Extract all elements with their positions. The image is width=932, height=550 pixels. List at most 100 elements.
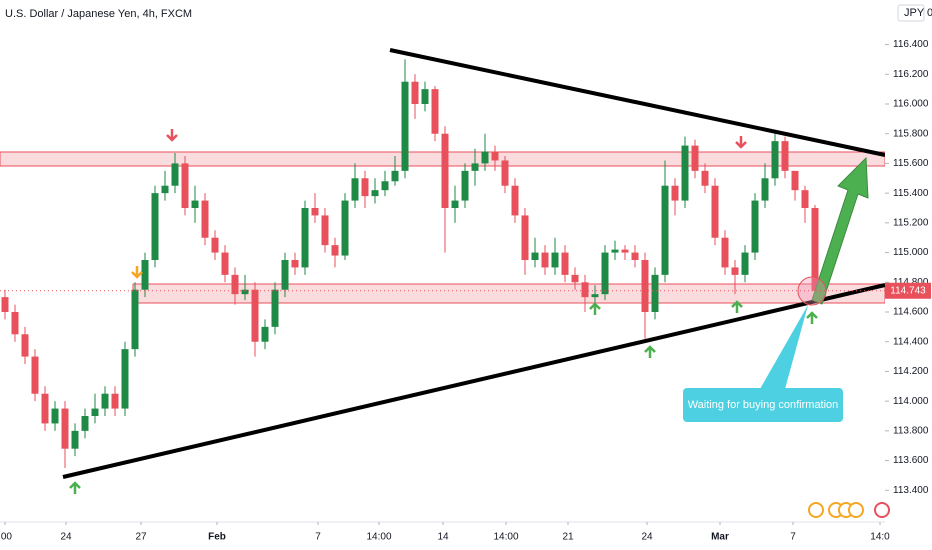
candle-body — [1, 297, 9, 312]
y-tick-label: 116.000 — [893, 99, 929, 110]
y-tick-label: 114.600 — [893, 307, 929, 318]
x-tick-label: 27 — [135, 532, 147, 543]
candle-body — [731, 267, 739, 275]
candle-body — [481, 151, 489, 164]
candle-body — [651, 274, 659, 312]
candle-body — [411, 81, 419, 104]
currency-box — [897, 4, 925, 22]
y-tick-label: 114.800 — [893, 277, 929, 288]
candle-body — [21, 334, 29, 357]
candle-body — [521, 215, 529, 260]
event-flag — [808, 502, 824, 518]
candle-body — [191, 200, 199, 208]
candle-body — [391, 170, 399, 182]
candle-body — [71, 430, 79, 449]
candle-body — [491, 151, 499, 161]
candle-body — [721, 237, 729, 268]
y-tick-label: 114.400 — [893, 336, 929, 347]
x-tick-label: 7 — [790, 532, 796, 543]
candle-body — [31, 356, 39, 394]
candle-body — [461, 170, 469, 201]
currency: JPY — [904, 7, 925, 19]
candle-body — [741, 252, 749, 275]
candle-body — [201, 200, 209, 238]
event-flag — [848, 502, 864, 518]
y-tick-label: 113.800 — [893, 425, 929, 436]
y-tick-label: 114.200 — [893, 366, 929, 377]
x-tick-label: 24 — [60, 532, 72, 543]
callout-pointer — [760, 305, 808, 389]
candle-body — [291, 260, 299, 268]
up-arrow — [589, 302, 601, 315]
candle-body — [751, 200, 759, 253]
candle-body — [541, 252, 549, 268]
y-tick-label: 115.600 — [893, 158, 929, 169]
candle-body — [181, 163, 189, 208]
event-flags — [808, 502, 890, 518]
candle-body — [701, 170, 709, 186]
event-flag — [874, 502, 890, 518]
candle-body — [331, 245, 339, 256]
candle-body — [431, 89, 439, 134]
candle-body — [781, 141, 789, 171]
callout-box — [683, 388, 843, 422]
candle-body — [301, 208, 309, 268]
candle-body — [761, 178, 769, 201]
candle-body — [511, 185, 519, 216]
x-tick-label: 14 — [437, 532, 449, 543]
candle-body — [241, 289, 249, 295]
candle-body — [571, 274, 579, 283]
signal-arrows — [69, 129, 818, 494]
candle-body — [591, 294, 599, 298]
x-tick-label: Feb — [208, 532, 226, 543]
candle-body — [261, 326, 269, 342]
candle-body — [161, 185, 169, 194]
candle-body — [531, 252, 539, 260]
down-arrow — [735, 136, 747, 149]
x-tick-label: 7 — [315, 532, 321, 543]
candle-body — [11, 312, 19, 335]
candle-body — [811, 208, 819, 291]
candle-body — [691, 145, 699, 171]
candle-body — [171, 163, 179, 186]
candle-body — [441, 133, 449, 208]
candle-body — [801, 190, 809, 208]
candle-body — [41, 393, 49, 424]
candle-body — [381, 181, 389, 191]
callout-text: Waiting for buying confirmation — [688, 399, 839, 411]
x-tick-label: 14:00 — [493, 532, 518, 543]
candle-body — [401, 81, 409, 171]
y-tick-label: 115.000 — [893, 247, 929, 258]
candle-body — [551, 252, 559, 268]
y-tick-label: 113.600 — [893, 455, 929, 466]
up-arrow — [806, 311, 818, 324]
candle-body — [351, 178, 359, 201]
candle-body — [131, 289, 139, 350]
candle-body — [81, 416, 89, 431]
target-arrow — [811, 156, 869, 305]
candle-body — [91, 408, 99, 416]
candle-body — [141, 260, 149, 290]
candle-body — [681, 145, 689, 201]
candle-body — [601, 252, 609, 295]
candle-body — [641, 260, 649, 312]
lower-trendline — [62, 283, 886, 479]
candle-body — [371, 190, 379, 197]
price-axis-panel — [885, 0, 932, 550]
candle-body — [501, 160, 509, 186]
candle-body — [221, 252, 229, 275]
candle-body — [321, 215, 329, 246]
candle-body — [621, 249, 629, 253]
candle-body — [281, 260, 289, 290]
candle-body — [311, 208, 319, 216]
candle-body — [711, 185, 719, 238]
y-tick-label: 115.400 — [893, 188, 929, 199]
currency-badge: 0 — [927, 7, 932, 19]
up-arrow — [731, 300, 743, 313]
candle-body — [51, 408, 59, 424]
candle-body — [421, 89, 429, 104]
candle-body — [661, 185, 669, 275]
down-arrow — [166, 129, 178, 142]
candle-body — [101, 393, 109, 409]
